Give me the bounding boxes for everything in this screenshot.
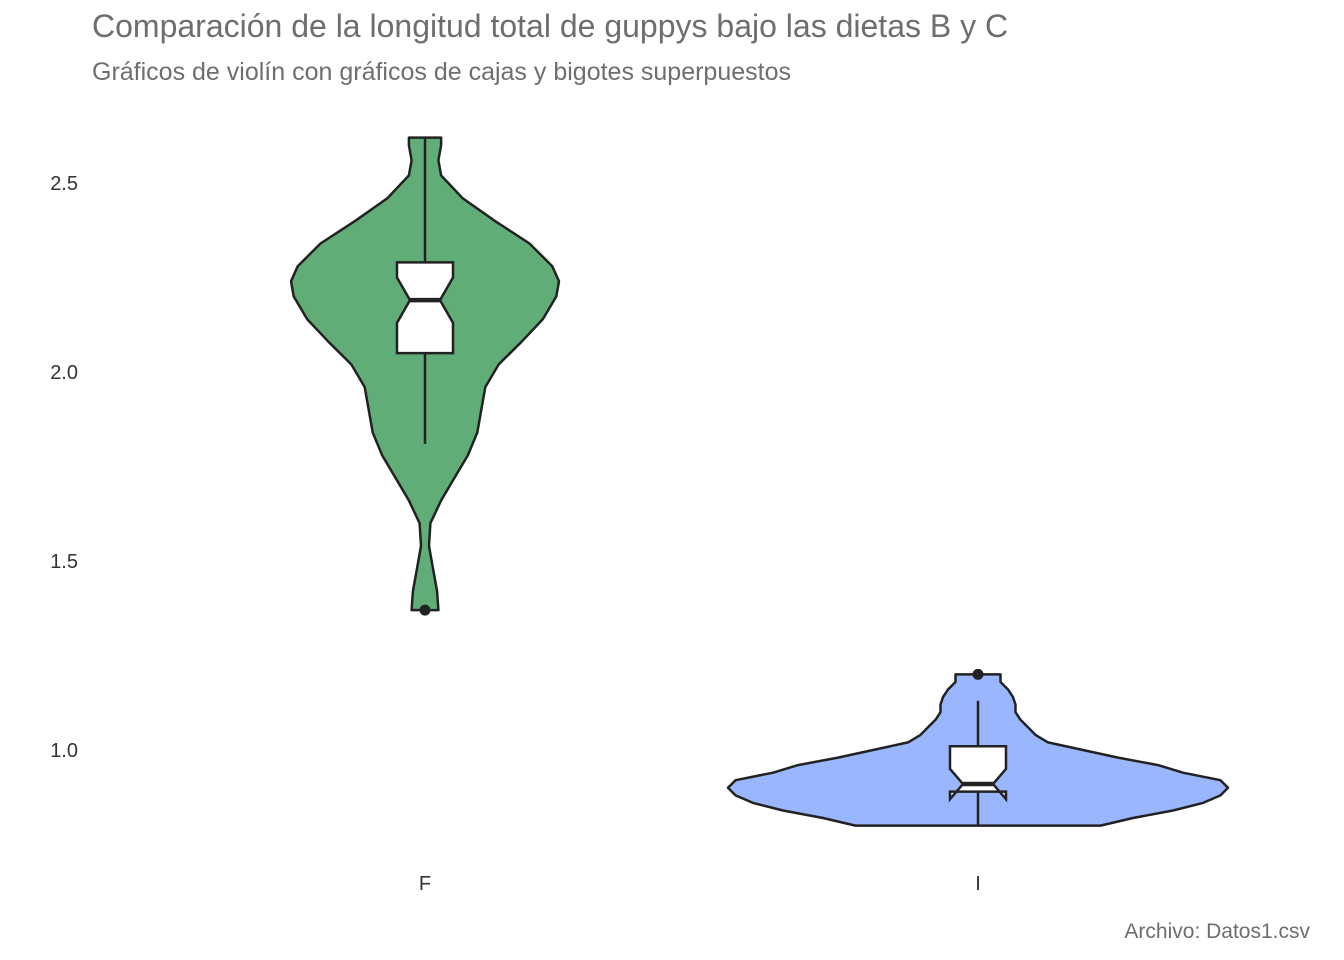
violin-group-F bbox=[289, 136, 561, 616]
y-tick-label: 2.0 bbox=[50, 362, 78, 384]
chart-title: Comparación de la longitud total de gupp… bbox=[92, 8, 1009, 44]
chart-subtitle: Gráficos de violín con gráficos de cajas… bbox=[92, 58, 791, 86]
y-axis: 1.0 1.5 2.0 2.5 bbox=[50, 173, 78, 762]
y-tick-label: 1.0 bbox=[50, 740, 78, 762]
outlier-point-I-0 bbox=[972, 668, 984, 680]
violin-group-I bbox=[726, 668, 1230, 827]
outlier-point-F-0 bbox=[419, 604, 431, 616]
x-tick-label: I bbox=[975, 873, 981, 895]
violins-layer bbox=[289, 136, 1230, 827]
y-tick-label: 1.5 bbox=[50, 551, 78, 573]
notched-box-I bbox=[948, 744, 1008, 803]
x-tick-label: F bbox=[419, 873, 431, 895]
notched-box-F bbox=[395, 261, 455, 355]
chart-caption: Archivo: Datos1.csv bbox=[1124, 920, 1310, 943]
y-tick-label: 2.5 bbox=[50, 173, 78, 195]
